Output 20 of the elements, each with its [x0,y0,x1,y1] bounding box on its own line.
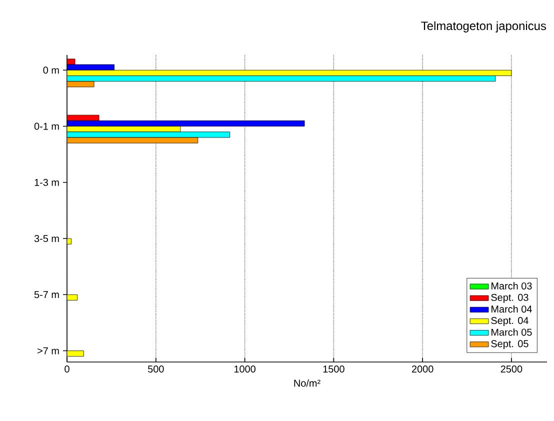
chart-title: Telmatogeton japonicus [421,21,546,32]
x-tick-label: 1000 [234,366,256,373]
x-tick-label: 500 [148,366,164,373]
y-tick-label: >7 m [38,347,59,354]
legend-label: Sept. 05 [491,340,528,350]
y-tick-label: 1-3 m [34,178,59,186]
legend-label: March 04 [492,305,532,313]
legend-label: March 05 [492,328,532,336]
y-tick-label: 0 m [43,66,59,74]
y-tick-label: 3-5 m [34,235,59,242]
x-axis-title: No/m² [294,379,320,387]
legend-label: March 03 [492,282,532,290]
legend-label: Sept. 04 [491,317,528,326]
x-tick-label: 2000 [412,366,434,373]
y-tick-label: 5-7 m [34,291,59,298]
y-tick-label: 0-1 m [34,122,59,130]
x-tick-label: 2500 [500,366,522,373]
x-tick-label: 0 [64,366,70,373]
x-tick-label: 1500 [323,366,344,373]
legend-label: Sept. 03 [491,294,528,303]
